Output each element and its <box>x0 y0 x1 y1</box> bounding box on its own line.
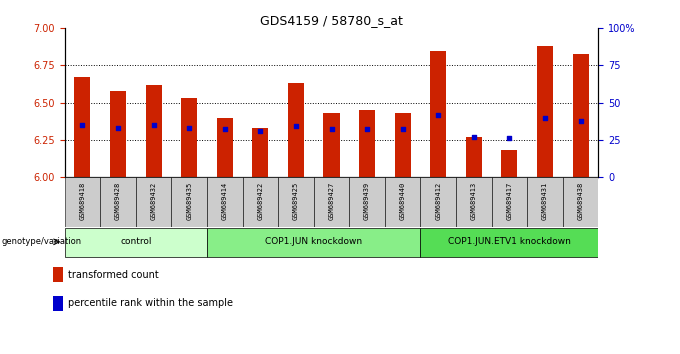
Text: GSM689439: GSM689439 <box>364 182 370 220</box>
Point <box>575 118 586 123</box>
Bar <box>501 150 517 177</box>
Text: GSM689422: GSM689422 <box>257 182 263 220</box>
Bar <box>110 91 126 177</box>
Bar <box>359 110 375 177</box>
Bar <box>537 46 553 177</box>
Bar <box>65 177 100 227</box>
Point <box>397 127 408 132</box>
Text: GSM689412: GSM689412 <box>435 182 441 220</box>
Point <box>504 136 515 141</box>
Bar <box>217 118 233 177</box>
Text: COP1.JUN.ETV1 knockdown: COP1.JUN.ETV1 knockdown <box>448 237 571 246</box>
Bar <box>171 177 207 227</box>
Bar <box>65 228 207 257</box>
Bar <box>100 177 136 227</box>
Bar <box>53 296 63 311</box>
Text: GSM689440: GSM689440 <box>400 182 406 220</box>
Text: transformed count: transformed count <box>68 270 158 280</box>
Text: GSM689425: GSM689425 <box>293 182 299 220</box>
Bar <box>252 128 269 177</box>
Bar <box>394 113 411 177</box>
Point <box>290 124 301 129</box>
Text: genotype/variation: genotype/variation <box>1 237 82 246</box>
Point <box>469 134 479 140</box>
Bar <box>181 98 197 177</box>
Bar <box>207 228 420 257</box>
Bar <box>288 83 304 177</box>
Bar <box>420 228 598 257</box>
Text: GSM689418: GSM689418 <box>80 182 86 220</box>
Point <box>432 112 443 118</box>
Bar <box>385 177 420 227</box>
Text: percentile rank within the sample: percentile rank within the sample <box>68 298 233 308</box>
Bar <box>313 177 350 227</box>
Point <box>326 127 337 132</box>
Bar <box>430 51 446 177</box>
Bar <box>324 113 339 177</box>
Bar <box>207 177 243 227</box>
Text: control: control <box>120 237 152 246</box>
Point <box>219 127 230 132</box>
Text: GSM689413: GSM689413 <box>471 182 477 220</box>
Bar <box>53 267 63 282</box>
Title: GDS4159 / 58780_s_at: GDS4159 / 58780_s_at <box>260 14 403 27</box>
Bar <box>420 177 456 227</box>
Point <box>362 127 373 132</box>
Text: GSM689431: GSM689431 <box>542 182 548 220</box>
Bar <box>146 85 162 177</box>
Bar <box>466 137 482 177</box>
Text: COP1.JUN knockdown: COP1.JUN knockdown <box>265 237 362 246</box>
Bar <box>492 177 527 227</box>
Bar <box>563 177 598 227</box>
Bar <box>74 78 90 177</box>
Bar <box>527 177 563 227</box>
Text: GSM689432: GSM689432 <box>150 182 156 220</box>
Bar <box>456 177 492 227</box>
Bar <box>350 177 385 227</box>
Point <box>148 122 159 128</box>
Bar <box>136 177 171 227</box>
Text: GSM689414: GSM689414 <box>222 182 228 220</box>
Text: GSM689427: GSM689427 <box>328 182 335 220</box>
Text: GSM689435: GSM689435 <box>186 182 192 220</box>
Bar <box>573 53 589 177</box>
Point <box>184 125 194 131</box>
Point <box>255 128 266 134</box>
Point <box>77 122 88 128</box>
Bar <box>243 177 278 227</box>
Bar <box>278 177 313 227</box>
Point <box>540 115 551 120</box>
Point <box>112 125 124 131</box>
Text: GSM689438: GSM689438 <box>577 182 583 220</box>
Text: GSM689417: GSM689417 <box>507 182 513 220</box>
Text: GSM689428: GSM689428 <box>115 182 121 220</box>
